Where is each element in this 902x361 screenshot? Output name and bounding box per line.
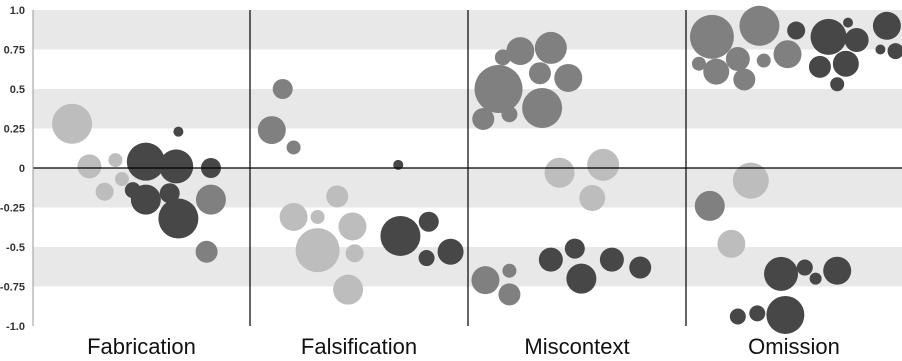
bubble — [380, 215, 421, 256]
bubble — [766, 295, 805, 334]
bubble — [498, 283, 521, 306]
bubble — [437, 238, 464, 265]
bubble — [418, 211, 439, 232]
bubble — [310, 209, 325, 224]
y-tick-label: 0 — [19, 163, 25, 175]
bubble — [764, 256, 799, 291]
panel-omission — [689, 5, 902, 334]
y-axis-ticks: 1.0 0.75 0.5 0.25 0 -0.25 -0.5 -0.75 -1.0 — [0, 5, 25, 333]
bubble — [126, 142, 165, 181]
bubble — [393, 159, 404, 170]
bubble — [195, 240, 218, 263]
bubble — [333, 274, 364, 305]
y-tick-label: -0.25 — [0, 203, 25, 215]
bubble — [875, 44, 886, 55]
bubble — [844, 28, 869, 53]
panel-label: Omission — [748, 334, 840, 359]
bubble — [830, 77, 845, 92]
bubble — [749, 305, 766, 322]
bubble — [566, 263, 597, 294]
bubble — [158, 198, 199, 239]
bubble — [823, 256, 852, 285]
bubble — [810, 18, 847, 55]
y-tick-label: 0.75 — [4, 45, 25, 57]
bubble — [471, 266, 500, 295]
bubble — [528, 62, 551, 85]
bubble — [95, 182, 114, 201]
bubble — [732, 162, 769, 199]
y-tick-label: 0.5 — [10, 84, 25, 96]
bubble — [544, 157, 575, 188]
bubble — [52, 103, 93, 144]
bubble — [579, 185, 606, 212]
bubble — [501, 106, 518, 123]
bubble — [554, 63, 583, 92]
bubble — [629, 256, 652, 279]
bubble — [809, 272, 822, 285]
panel-label: Fabrication — [87, 334, 196, 359]
bubble — [326, 185, 349, 208]
bubble — [887, 43, 902, 60]
bubble — [130, 184, 161, 215]
bubbles-layer — [52, 5, 902, 334]
panel-fabrication — [52, 103, 226, 263]
bubble — [159, 149, 194, 184]
bubble — [689, 14, 734, 59]
panel-label: Miscontext — [524, 334, 629, 359]
bubble — [474, 65, 523, 113]
bubble — [843, 17, 853, 28]
bubble — [733, 68, 756, 91]
bubble — [522, 87, 563, 128]
bubble — [506, 37, 535, 66]
bubble — [472, 108, 495, 131]
bubble — [729, 308, 746, 325]
bubble — [77, 154, 102, 179]
bubble — [173, 126, 184, 137]
bubble — [538, 247, 563, 272]
bubble — [796, 259, 813, 276]
bubble — [787, 21, 806, 40]
bubble — [739, 5, 780, 46]
y-tick-label: -1.0 — [6, 321, 25, 333]
bubble — [832, 50, 859, 77]
y-tick-label: 0.25 — [4, 124, 25, 136]
bubble — [114, 172, 129, 187]
bubble — [564, 238, 585, 259]
bubble — [587, 148, 620, 181]
panel-label: Falsification — [301, 334, 417, 359]
bubble — [717, 229, 746, 258]
bubble — [418, 250, 435, 267]
bubble — [703, 58, 730, 85]
y-tick-label: 1.0 — [10, 5, 25, 17]
bubble — [108, 153, 123, 168]
bubble — [279, 202, 308, 231]
bubble — [534, 31, 567, 64]
panel-labels: Fabrication Falsification Miscontext Omissi… — [87, 334, 840, 359]
bubble — [756, 53, 771, 68]
bubble — [338, 212, 367, 241]
bubble — [691, 56, 706, 71]
bubble — [159, 183, 180, 204]
bubble — [694, 190, 725, 221]
bubble — [808, 55, 831, 78]
bubble — [773, 40, 802, 69]
bubble — [257, 116, 286, 145]
bubble — [725, 46, 750, 71]
bubble — [286, 140, 301, 155]
bubble — [195, 184, 226, 215]
bubble — [295, 228, 340, 273]
y-tick-label: -0.5 — [6, 242, 25, 254]
bubble — [502, 263, 517, 278]
bubble — [872, 11, 901, 40]
axes-layer — [32, 10, 902, 326]
bubble — [272, 79, 293, 99]
y-tick-label: -0.75 — [0, 282, 25, 294]
panel-miscontext — [471, 31, 652, 306]
panel-falsification — [257, 79, 464, 305]
bubble — [345, 244, 364, 263]
bubble — [599, 247, 624, 272]
